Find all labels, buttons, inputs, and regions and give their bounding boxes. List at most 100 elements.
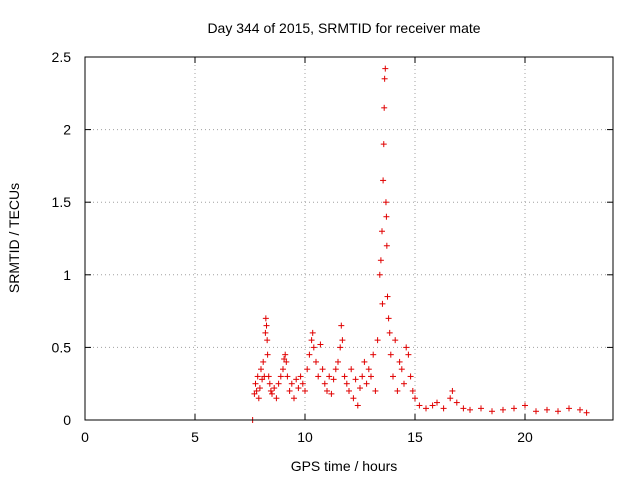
data-point xyxy=(260,358,267,365)
y-tick-label: 2.5 xyxy=(52,49,72,65)
data-point xyxy=(385,315,392,322)
data-point xyxy=(338,322,345,329)
data-point xyxy=(374,337,381,344)
data-point xyxy=(381,104,388,111)
data-point xyxy=(383,242,390,249)
data-point xyxy=(460,405,467,412)
data-point xyxy=(275,380,282,387)
data-point xyxy=(264,351,271,358)
data-point xyxy=(370,351,377,358)
data-point xyxy=(269,390,275,397)
data-point xyxy=(382,199,389,206)
data-point xyxy=(283,358,290,365)
data-point xyxy=(577,406,583,413)
data-point xyxy=(354,402,361,409)
data-point xyxy=(368,373,374,380)
data-point xyxy=(286,387,293,394)
data-point xyxy=(324,387,330,394)
data-point xyxy=(379,228,385,235)
data-point xyxy=(352,376,359,383)
data-point xyxy=(440,405,447,412)
y-axis-label: SRMTID / TECUs xyxy=(6,183,22,293)
data-point xyxy=(363,380,370,387)
grid xyxy=(85,57,613,420)
data-point xyxy=(467,406,473,413)
data-point xyxy=(263,322,270,329)
data-point xyxy=(262,315,269,322)
x-tick-label: 5 xyxy=(191,429,199,445)
data-point xyxy=(258,366,264,373)
data-point xyxy=(359,373,366,380)
data-point xyxy=(409,387,416,394)
data-point xyxy=(379,300,386,307)
data-point xyxy=(396,358,403,365)
data-point xyxy=(401,380,407,387)
data-points xyxy=(249,65,590,423)
data-point xyxy=(309,329,316,336)
data-point xyxy=(252,380,259,387)
data-point xyxy=(282,351,289,358)
data-point xyxy=(398,366,405,373)
chart-title: Day 344 of 2015, SRMTID for receiver mat… xyxy=(207,20,480,36)
data-point xyxy=(478,405,484,412)
data-point xyxy=(315,373,322,380)
data-point xyxy=(416,402,423,409)
data-point xyxy=(348,366,355,373)
x-axis-label: GPS time / hours xyxy=(291,458,398,474)
data-point xyxy=(383,213,390,220)
data-point xyxy=(434,399,440,406)
data-point xyxy=(447,395,454,402)
data-point xyxy=(265,373,272,380)
ticks: 0 5 10 15 20 0 0.5 1 1.5 2 2.5 xyxy=(52,49,613,445)
data-point xyxy=(280,366,286,373)
data-point xyxy=(341,373,348,380)
data-point xyxy=(277,373,284,380)
data-point xyxy=(343,380,350,387)
data-point xyxy=(284,373,291,380)
data-point xyxy=(376,271,383,278)
data-point xyxy=(306,351,313,358)
data-point xyxy=(253,387,260,394)
data-point xyxy=(335,358,341,365)
data-point xyxy=(384,293,391,300)
data-point xyxy=(429,402,436,409)
data-point xyxy=(407,373,414,380)
data-point xyxy=(583,409,590,416)
data-point xyxy=(392,337,399,344)
data-point xyxy=(394,387,401,394)
data-point xyxy=(346,387,352,394)
data-point xyxy=(308,337,315,344)
data-point xyxy=(339,337,346,344)
data-point xyxy=(381,75,388,82)
data-point xyxy=(372,387,379,394)
data-point xyxy=(264,337,271,344)
data-point xyxy=(266,380,273,387)
data-point xyxy=(295,385,302,392)
data-point xyxy=(533,408,539,415)
data-point xyxy=(273,395,280,402)
data-point xyxy=(380,141,387,148)
data-point xyxy=(310,344,317,351)
data-point xyxy=(405,351,412,358)
data-point xyxy=(297,373,304,380)
x-tick-label: 0 xyxy=(81,429,89,445)
y-tick-label: 1.5 xyxy=(52,194,72,210)
plot-frame xyxy=(84,56,614,421)
data-point xyxy=(326,373,333,380)
data-point xyxy=(337,344,344,351)
data-point xyxy=(377,257,384,264)
data-point xyxy=(254,373,261,380)
data-point xyxy=(522,402,528,409)
data-point xyxy=(313,358,319,365)
data-point xyxy=(365,366,372,373)
data-point xyxy=(291,395,297,402)
data-point xyxy=(412,395,418,402)
data-point xyxy=(328,390,335,397)
x-tick-label: 10 xyxy=(297,429,313,445)
data-point xyxy=(500,406,506,413)
data-point xyxy=(302,387,308,394)
y-tick-label: 0.5 xyxy=(52,339,72,355)
data-point xyxy=(449,387,456,394)
data-point xyxy=(390,373,396,380)
